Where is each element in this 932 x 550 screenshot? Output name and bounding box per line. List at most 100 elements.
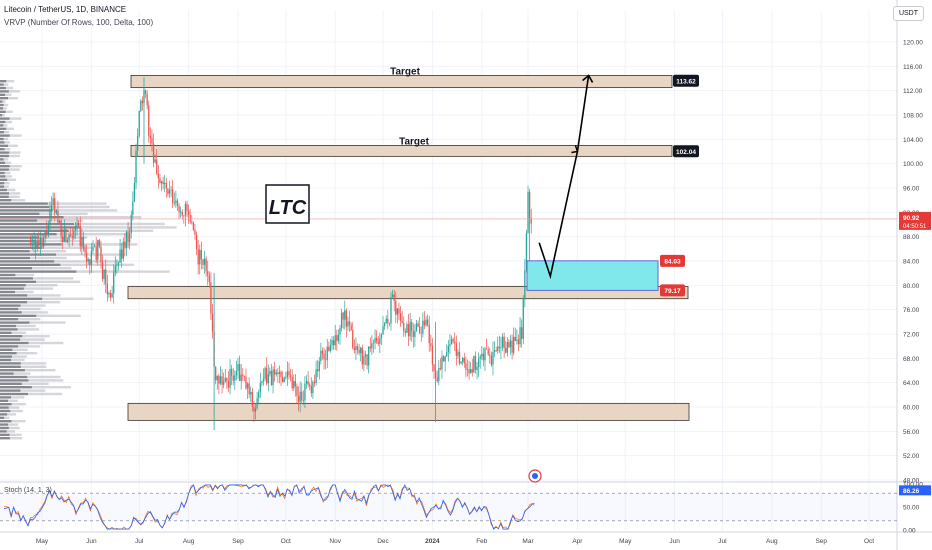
vp-bar-dark bbox=[0, 277, 33, 280]
candle-body bbox=[154, 159, 156, 163]
vp-row bbox=[0, 185, 9, 188]
candle bbox=[332, 336, 335, 350]
vp-row bbox=[0, 199, 26, 202]
vp-bar-dark bbox=[0, 134, 10, 137]
candle-body bbox=[210, 282, 212, 314]
vp-bar-light bbox=[4, 416, 10, 419]
candle bbox=[521, 319, 523, 348]
stoch-value-text: 86.26 bbox=[903, 488, 920, 495]
candle-body bbox=[484, 348, 486, 361]
candle bbox=[162, 176, 164, 190]
candle bbox=[52, 192, 54, 211]
candle-body bbox=[254, 408, 257, 412]
candle bbox=[181, 208, 183, 220]
candle-body bbox=[385, 318, 387, 324]
candle bbox=[524, 259, 526, 308]
vp-bar-dark bbox=[0, 365, 21, 368]
candle bbox=[296, 383, 298, 404]
candle bbox=[366, 354, 368, 370]
vp-bar-light bbox=[11, 358, 25, 362]
candle bbox=[203, 250, 206, 274]
candle-body bbox=[140, 100, 142, 111]
vp-bar-light bbox=[32, 267, 72, 270]
candle bbox=[477, 352, 480, 377]
candle bbox=[498, 335, 500, 353]
candle-body bbox=[430, 343, 432, 346]
x-tick-label: Jul bbox=[718, 538, 727, 545]
candle bbox=[302, 390, 304, 406]
vp-bar-light bbox=[7, 178, 17, 181]
candle bbox=[325, 349, 327, 370]
candle-body bbox=[258, 392, 260, 399]
candle bbox=[423, 311, 426, 330]
vp-bar-light bbox=[39, 212, 88, 215]
candle-body bbox=[159, 177, 161, 184]
candle bbox=[187, 204, 190, 224]
currency-badge[interactable]: USDT bbox=[892, 6, 924, 21]
candle bbox=[342, 311, 344, 329]
candle bbox=[371, 335, 373, 355]
candle-body bbox=[232, 375, 234, 381]
candle bbox=[140, 99, 142, 113]
candle-body bbox=[226, 377, 228, 382]
candle bbox=[505, 341, 507, 354]
candle-body bbox=[420, 332, 422, 334]
candle bbox=[293, 374, 295, 392]
candle bbox=[240, 364, 242, 390]
candle bbox=[89, 259, 91, 275]
candle-body bbox=[224, 377, 226, 382]
vp-bar-light bbox=[8, 90, 20, 93]
candle bbox=[395, 291, 397, 323]
candle bbox=[79, 216, 81, 252]
x-tick-label: Aug bbox=[766, 538, 778, 545]
vp-bar-light bbox=[27, 392, 63, 396]
candle bbox=[428, 315, 430, 352]
candle-body bbox=[230, 368, 233, 376]
candle bbox=[264, 366, 266, 382]
vp-bar-light bbox=[31, 386, 71, 389]
stoch-k-line bbox=[3, 483, 535, 530]
y-tick-label: 84.00 bbox=[903, 259, 920, 266]
vp-bar-light bbox=[4, 148, 11, 151]
vp-bar-light bbox=[16, 352, 38, 355]
vp-row bbox=[0, 233, 127, 236]
candle bbox=[347, 316, 349, 331]
candle bbox=[90, 242, 93, 273]
candle bbox=[170, 185, 172, 198]
candle-body bbox=[76, 222, 78, 226]
candle bbox=[433, 364, 435, 380]
candle bbox=[70, 228, 72, 237]
vp-bar-light bbox=[20, 338, 45, 341]
candle bbox=[382, 316, 384, 335]
support-zone-low bbox=[127, 402, 690, 421]
vp-row bbox=[0, 90, 20, 93]
vp-bar-light bbox=[52, 209, 118, 212]
candle bbox=[205, 256, 207, 277]
vp-bar-light bbox=[8, 406, 20, 409]
candle bbox=[98, 238, 101, 249]
candle bbox=[189, 209, 191, 224]
candle-body bbox=[332, 340, 335, 346]
vp-row bbox=[0, 345, 41, 348]
candle-body bbox=[168, 190, 171, 194]
candle-body bbox=[406, 324, 408, 333]
event-icon-dot bbox=[532, 473, 538, 479]
vp-bar-dark bbox=[0, 250, 30, 253]
stoch-band bbox=[0, 493, 897, 521]
vp-bar-dark bbox=[0, 239, 37, 243]
candle bbox=[66, 237, 69, 244]
candle bbox=[391, 289, 394, 298]
candle bbox=[216, 375, 218, 390]
vp-row bbox=[0, 409, 23, 413]
candle-body bbox=[521, 327, 523, 339]
vp-row bbox=[0, 100, 6, 103]
vp-bar-dark bbox=[0, 178, 8, 181]
vp-bar-dark bbox=[0, 314, 37, 317]
candle-body bbox=[44, 230, 46, 239]
candle bbox=[229, 359, 231, 395]
vp-bar-light bbox=[8, 195, 20, 198]
candle-body bbox=[195, 234, 198, 250]
vp-row bbox=[0, 379, 64, 382]
stoch-value-bg bbox=[899, 485, 931, 496]
